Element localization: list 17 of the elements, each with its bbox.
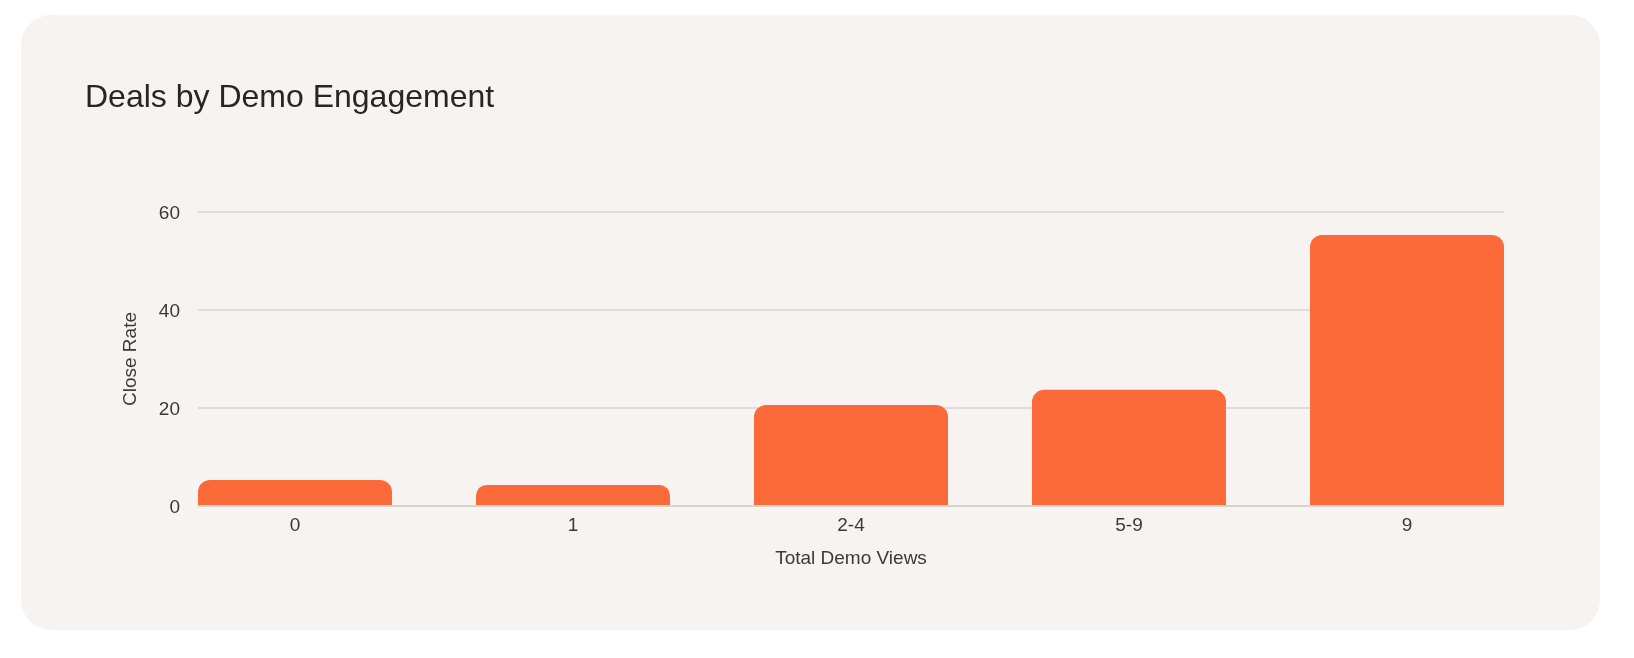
chart-title: Deals by Demo Engagement: [85, 77, 495, 116]
x-tick-label: 2-4: [837, 514, 866, 536]
bar: [198, 480, 392, 506]
x-tick-label: 1: [567, 514, 579, 536]
y-axis-title: Close Rate: [118, 312, 140, 406]
x-tick-label: 9: [1401, 514, 1413, 536]
x-axis-title: Total Demo Views: [775, 547, 927, 568]
x-tick-label: 5-9: [1115, 514, 1143, 536]
bar: [754, 405, 948, 506]
bar: [1310, 235, 1504, 506]
y-tick-label: 0: [169, 495, 180, 517]
y-tick-label: 20: [158, 397, 180, 419]
y-tick-label: 60: [158, 201, 180, 223]
x-tick-label: 0: [289, 514, 301, 536]
y-tick-label: 40: [158, 299, 180, 321]
bar: [476, 484, 670, 506]
bar: [1032, 389, 1226, 506]
